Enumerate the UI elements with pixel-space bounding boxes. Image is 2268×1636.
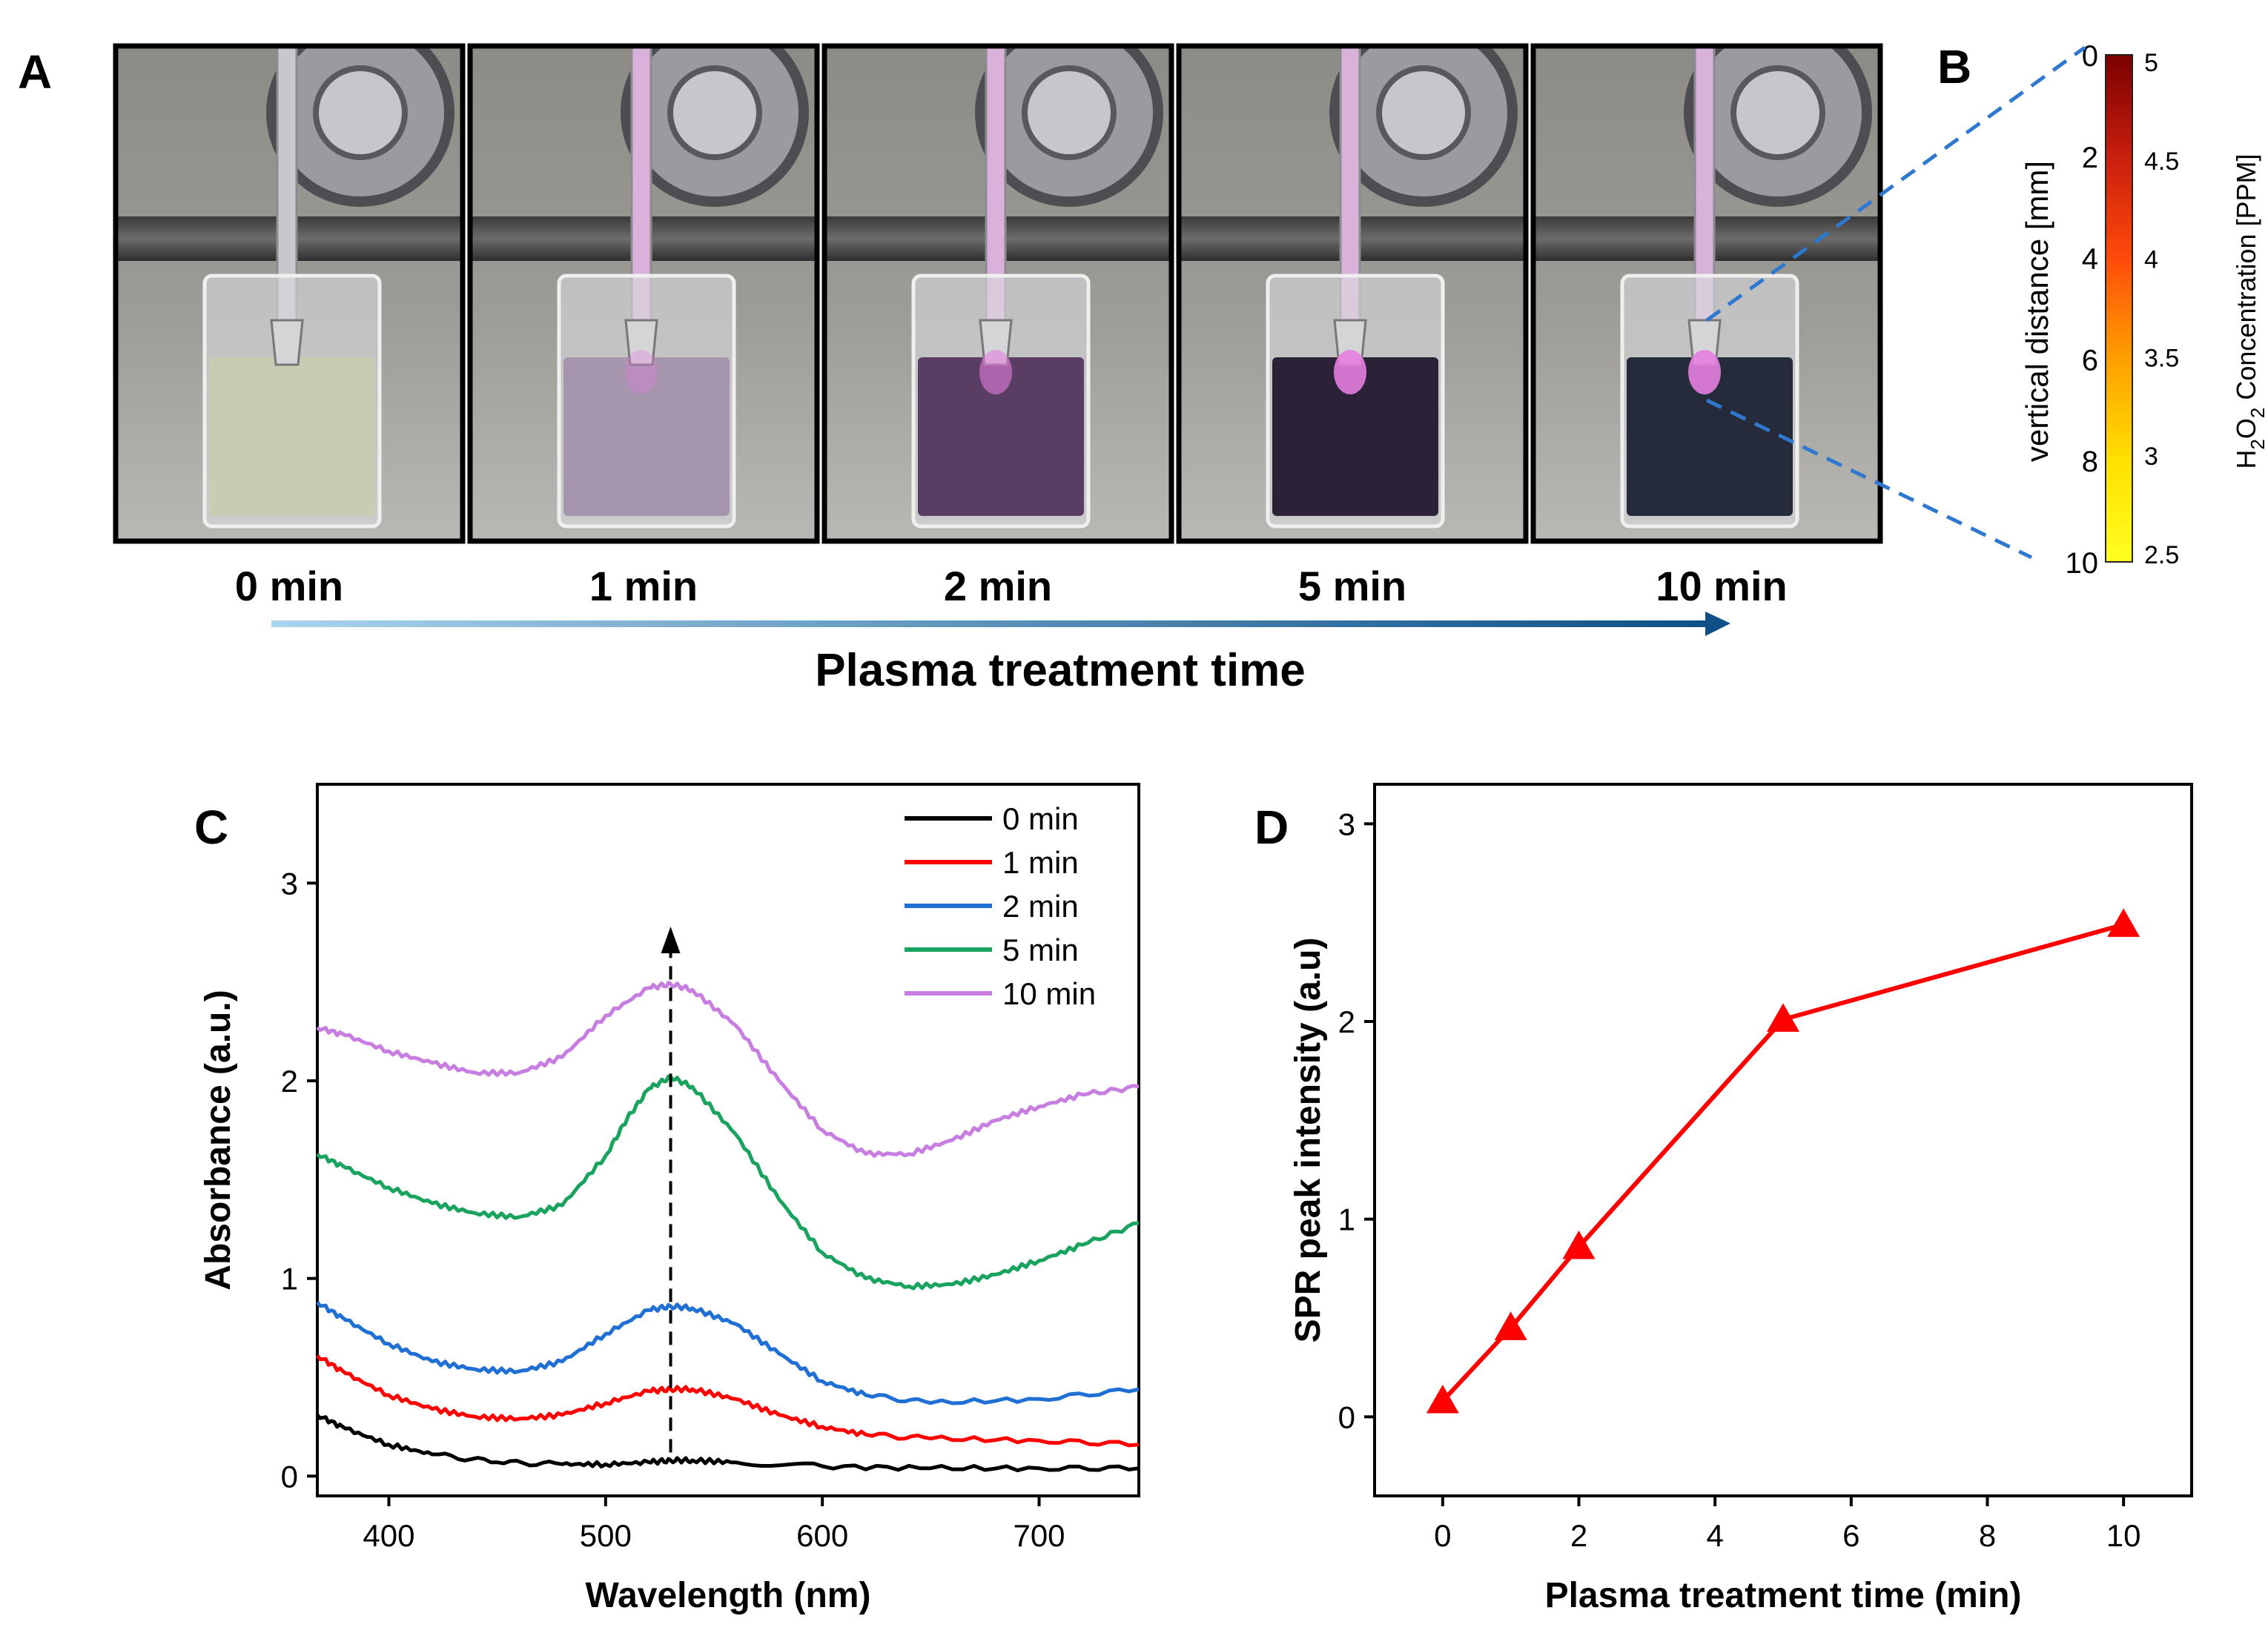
concentration-tick: 5 <box>2144 49 2158 77</box>
x-tick-label: 2 <box>1570 1518 1587 1553</box>
spr-marker <box>1494 1311 1527 1340</box>
y-tick-label: 0 <box>281 1459 298 1494</box>
concentration-tick: 4 <box>2144 246 2158 274</box>
distance-tick: 2 <box>2082 142 2098 174</box>
plot-frame <box>316 783 1140 1497</box>
liquid <box>1272 357 1438 516</box>
y-tick-label: 1 <box>281 1262 298 1296</box>
x-tick-label: 600 <box>796 1518 848 1553</box>
y-tick-label: 3 <box>281 866 298 901</box>
liquid <box>918 357 1084 516</box>
panel-d-letter: D <box>1254 801 1289 854</box>
x-tick-label: 0 <box>1434 1518 1451 1553</box>
x-tick-label: 400 <box>363 1518 414 1553</box>
peak-arrow-head <box>661 927 681 953</box>
spr-chart: D 0 2 4 6 8 10 0 1 2 3 Plasma treatment time (min)… <box>1254 783 2193 1615</box>
panel-a-letter: A <box>18 45 53 99</box>
x-tick-label: 700 <box>1013 1518 1065 1553</box>
series-line <box>316 1354 1140 1448</box>
legend-label: 5 min <box>1002 933 1079 967</box>
legend-label: 10 min <box>1002 976 1096 1011</box>
time-label: 10 min <box>1656 563 1787 609</box>
beaker-photo <box>467 43 820 544</box>
x-axis-label: Wavelength (nm) <box>586 1576 871 1615</box>
x-tick-label: 4 <box>1706 1518 1723 1553</box>
time-label: 5 min <box>1298 563 1406 609</box>
spr-marker <box>1767 1003 1799 1032</box>
liquid <box>563 357 730 516</box>
panel-b: B 0 2 4 6 8 10 5 4.5 4 3.5 3 2.5 vertical distance… <box>1883 0 2268 593</box>
spr-marker <box>1562 1231 1596 1259</box>
spr-marker <box>1426 1385 1459 1414</box>
beaker-photo <box>1176 43 1529 544</box>
concentration-tick: 2.5 <box>2144 541 2179 569</box>
panel-c: C 400 500 600 700 0 1 2 3 Wavelength (nm) Absorba… <box>0 741 1157 1636</box>
y-tick-label: 0 <box>1338 1400 1355 1434</box>
distance-tick: 10 <box>2066 547 2099 580</box>
y-tick-label: 2 <box>1338 1004 1355 1039</box>
series-line <box>316 1414 1140 1473</box>
distance-tick: 0 <box>2082 40 2098 73</box>
x-tick-label: 500 <box>580 1518 632 1553</box>
panel-c-letter: C <box>194 801 228 854</box>
concentration-tick: 4.5 <box>2144 148 2179 176</box>
y-tick-label: 1 <box>1338 1202 1355 1237</box>
distance-axis-label: vertical distance [mm] <box>2020 161 2054 462</box>
absorbance-chart: C 400 500 600 700 0 1 2 3 Wavelength (nm) Absorba… <box>194 783 1140 1615</box>
y-tick-label: 2 <box>281 1064 298 1099</box>
distance-tick: 6 <box>2082 344 2098 377</box>
time-label: 0 min <box>235 563 343 609</box>
time-arrow-label: Plasma treatment time <box>815 645 1306 696</box>
time-label: 2 min <box>944 563 1052 609</box>
liquid <box>209 357 375 516</box>
beaker-photo <box>821 43 1174 544</box>
series-line <box>316 1301 1140 1405</box>
series-line <box>316 1074 1140 1291</box>
concentration-tick: 3.5 <box>2144 344 2179 372</box>
time-label: 1 min <box>589 563 698 609</box>
panel-a: A 0 min 1 min 2 min 5 min 10 min Plasma trea… <box>0 0 2017 712</box>
spr-line <box>1441 922 2125 1403</box>
y-tick-label: 3 <box>1338 807 1355 841</box>
spr-marker <box>2107 908 2140 937</box>
y-axis-label: SPR peak intensity (a.u) <box>1289 938 1328 1343</box>
legend-label: 0 min <box>1002 801 1079 836</box>
time-arrow-shaft <box>271 620 1708 627</box>
colormap-bar <box>2105 54 2133 563</box>
time-arrow-head <box>1705 612 1730 636</box>
x-tick-label: 6 <box>1842 1518 1859 1553</box>
x-tick-label: 10 <box>2106 1518 2141 1553</box>
photo-strip: 0 min 1 min 2 min 5 min 10 min Plasma treatm… <box>113 43 1883 696</box>
distance-tick: 8 <box>2082 446 2098 478</box>
series-line <box>316 981 1140 1158</box>
panel-b-letter: B <box>1937 40 1971 93</box>
x-axis-label: Plasma treatment time (min) <box>1545 1576 2022 1615</box>
beaker-photo <box>1530 43 1883 544</box>
legend-label: 2 min <box>1002 889 1079 924</box>
concentration-axis-label: H2O2 Concentration [PPM] <box>2231 153 2268 468</box>
x-tick-label: 8 <box>1979 1518 1996 1553</box>
distance-tick: 4 <box>2082 243 2098 276</box>
panel-d: D 0 2 4 6 8 10 0 1 2 3 Plasma treatment time (min)… <box>1186 741 2268 1636</box>
concentration-tick: 3 <box>2144 443 2158 471</box>
y-axis-label: Absorbance (a.u.) <box>199 990 238 1290</box>
beaker-photo <box>113 43 466 544</box>
legend-label: 1 min <box>1002 845 1079 880</box>
plot-frame <box>1373 783 2193 1497</box>
